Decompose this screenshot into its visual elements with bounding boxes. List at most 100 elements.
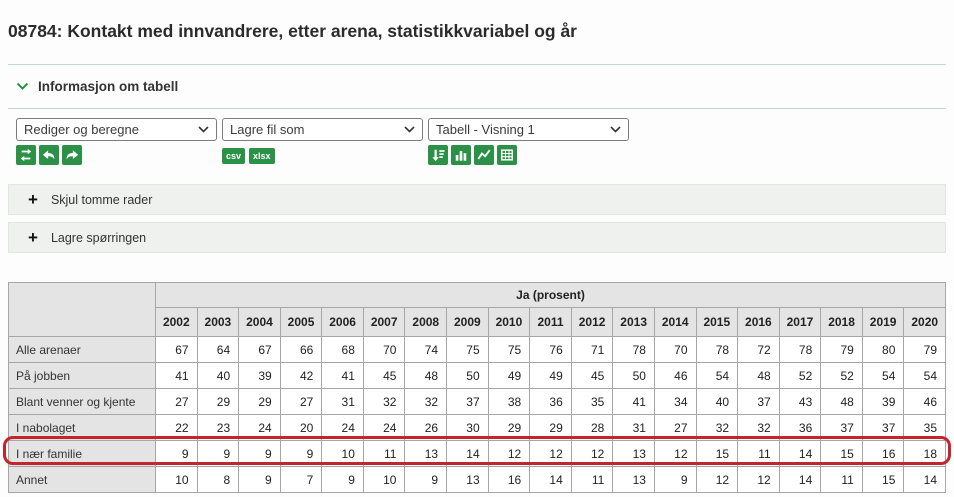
data-cell: 7 xyxy=(279,466,323,493)
row-label: Annet xyxy=(8,466,156,493)
year-header: 2003 xyxy=(196,307,240,337)
data-cell: 80 xyxy=(861,336,905,363)
data-cell: 13 xyxy=(404,440,448,467)
data-cell: 43 xyxy=(778,388,822,415)
csv-download-button[interactable]: csv xyxy=(222,148,246,164)
year-header: 2020 xyxy=(903,307,946,337)
data-cell: 10 xyxy=(362,466,406,493)
data-cell: 24 xyxy=(321,414,364,441)
data-cell: 9 xyxy=(155,440,198,467)
xlsx-download-button[interactable]: xlsx xyxy=(249,148,275,164)
data-cell: 79 xyxy=(820,336,863,363)
table-row: Blant venner og kjente 27 29 29 27 31 32 32 37 38… xyxy=(8,388,946,415)
data-cell: 41 xyxy=(321,362,364,389)
data-cell: 9 xyxy=(404,466,448,493)
table-row: I nær familie 9 9 9 9 10 11 13 14 12 12 12 13 12 15 11 1… xyxy=(8,440,946,467)
year-header: 2017 xyxy=(778,307,822,337)
data-cell: 32 xyxy=(695,414,739,441)
year-header: 2013 xyxy=(612,307,655,337)
sort-button[interactable] xyxy=(428,145,448,165)
data-cell: 13 xyxy=(612,466,655,493)
save-file-as-select[interactable]: Lagre fil som xyxy=(222,118,423,141)
line-chart-button[interactable] xyxy=(474,145,494,165)
year-header: 2016 xyxy=(737,307,780,337)
data-cell: 9 xyxy=(238,466,281,493)
year-header: 2015 xyxy=(695,307,739,337)
hide-empty-rows-expander[interactable]: + Skjul tomme rader xyxy=(8,184,946,215)
data-cell: 30 xyxy=(446,414,489,441)
view-icon-group xyxy=(428,145,634,165)
row-label: I nær familie xyxy=(8,440,156,467)
data-cell: 14 xyxy=(529,466,572,493)
data-cell: 68 xyxy=(321,336,364,363)
info-section-toggle[interactable]: Informasjon om tabell xyxy=(8,65,946,108)
data-cell: 12 xyxy=(487,440,531,467)
data-cell: 14 xyxy=(903,466,946,493)
year-header: 2006 xyxy=(321,307,364,337)
data-cell: 50 xyxy=(446,362,489,389)
year-header: 2019 xyxy=(861,307,905,337)
data-cell: 12 xyxy=(570,440,614,467)
data-cell: 31 xyxy=(612,414,655,441)
statistics-table: Ja (prosent) 2002 2003 2004 2005 2006 2007 200… xyxy=(8,282,946,493)
data-cell: 37 xyxy=(737,388,780,415)
data-cell: 40 xyxy=(695,388,739,415)
data-cell: 78 xyxy=(612,336,655,363)
table-row: Annet 10 8 9 7 9 10 9 13 16 14 11 13 9 12 12 14 11 15 14 xyxy=(8,466,946,493)
data-cell: 78 xyxy=(778,336,822,363)
data-cell: 54 xyxy=(695,362,739,389)
data-cell: 29 xyxy=(487,414,531,441)
plus-icon: + xyxy=(28,190,38,209)
data-cell: 29 xyxy=(238,388,281,415)
year-header: 2014 xyxy=(653,307,697,337)
sort-icon xyxy=(431,148,445,162)
chevron-down-icon xyxy=(610,126,621,133)
data-cell: 34 xyxy=(653,388,697,415)
data-cell: 11 xyxy=(820,466,863,493)
data-cell: 31 xyxy=(321,388,364,415)
select-value: Rediger og beregne xyxy=(24,122,139,137)
table-row: På jobben 41 40 39 42 41 45 48 50 49 49 45 50 46 54 48 5… xyxy=(8,362,946,389)
data-cell: 48 xyxy=(737,362,780,389)
separator xyxy=(8,64,946,65)
year-header: 2012 xyxy=(570,307,614,337)
statistics-table-wrap: Ja (prosent) 2002 2003 2004 2005 2006 2007 200… xyxy=(3,282,951,493)
table-row: I nabolaget 22 23 24 20 24 24 26 30 29 29 28 31 27 32 3… xyxy=(8,414,946,441)
plus-icon: + xyxy=(28,228,38,247)
redo-button[interactable] xyxy=(62,145,82,165)
data-cell: 11 xyxy=(737,440,780,467)
year-header: 2008 xyxy=(404,307,448,337)
undo-button[interactable] xyxy=(39,145,59,165)
data-cell: 12 xyxy=(653,440,697,467)
pivot-button[interactable] xyxy=(16,145,36,165)
data-cell: 46 xyxy=(653,362,697,389)
undo-arrow-icon xyxy=(42,148,56,162)
year-header-row: 2002 2003 2004 2005 2006 2007 2008 2009 2010 2011… xyxy=(9,307,946,337)
bar-chart-button[interactable] xyxy=(451,145,471,165)
table-view-button[interactable] xyxy=(497,145,517,165)
data-cell: 41 xyxy=(612,388,655,415)
save-query-expander[interactable]: + Lagre spørringen xyxy=(8,222,946,253)
view-mode-select[interactable]: Tabell - Visning 1 xyxy=(428,118,629,141)
year-header: 2018 xyxy=(820,307,863,337)
data-cell: 39 xyxy=(861,388,905,415)
expander-label: Skjul tomme rader xyxy=(50,192,153,207)
year-header: 2010 xyxy=(487,307,531,337)
table-grid-icon xyxy=(500,148,514,162)
data-cell: 12 xyxy=(695,466,739,493)
data-cell: 66 xyxy=(279,336,323,363)
data-cell: 78 xyxy=(695,336,739,363)
data-cell: 8 xyxy=(196,466,240,493)
select-value: Lagre fil som xyxy=(230,122,305,137)
data-cell: 48 xyxy=(404,362,448,389)
data-cell: 35 xyxy=(903,414,946,441)
data-cell: 39 xyxy=(238,362,281,389)
data-cell: 67 xyxy=(155,336,198,363)
data-cell: 70 xyxy=(653,336,697,363)
data-cell: 16 xyxy=(487,466,531,493)
year-header: 2004 xyxy=(238,307,281,337)
data-cell: 9 xyxy=(196,440,240,467)
data-cell: 32 xyxy=(362,388,406,415)
edit-calculate-select[interactable]: Rediger og beregne xyxy=(16,118,217,141)
data-cell: 10 xyxy=(321,440,364,467)
